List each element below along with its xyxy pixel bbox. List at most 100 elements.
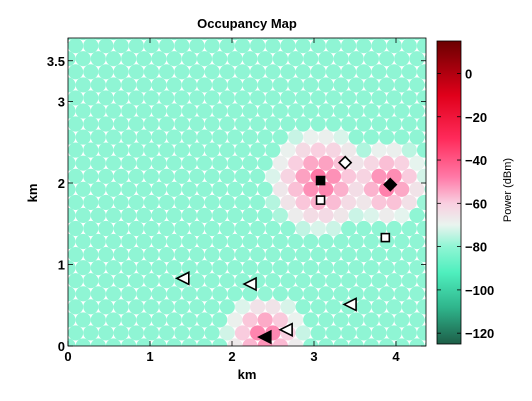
hex-cell bbox=[348, 181, 364, 197]
hex-cell bbox=[363, 103, 379, 119]
hex-cell bbox=[159, 220, 175, 237]
x-tick-label: 0 bbox=[64, 349, 71, 364]
hex-cell bbox=[409, 207, 425, 223]
hex-cell bbox=[363, 286, 379, 302]
hex-cell bbox=[83, 116, 99, 132]
hex-cell bbox=[318, 286, 334, 302]
hex-cell bbox=[234, 194, 251, 210]
hex-cell bbox=[318, 233, 334, 250]
hex-cell bbox=[234, 220, 251, 237]
hex-cell bbox=[83, 38, 99, 54]
hex-cell bbox=[416, 168, 426, 184]
hex-cell bbox=[184, 38, 195, 41]
hex-cell bbox=[348, 312, 364, 328]
hex-cell bbox=[363, 129, 379, 145]
hex-cell bbox=[219, 116, 235, 132]
hex-cell bbox=[303, 51, 319, 67]
hex-cell bbox=[234, 325, 251, 341]
hex-cell bbox=[204, 194, 220, 210]
hex-cell bbox=[333, 233, 349, 250]
hex-cell bbox=[379, 207, 395, 223]
hex-cell bbox=[250, 168, 266, 184]
hex-cell bbox=[341, 168, 357, 184]
hex-cell bbox=[121, 129, 137, 145]
hex-cell bbox=[386, 64, 402, 80]
hex-cell bbox=[242, 312, 258, 328]
hex-cell bbox=[143, 325, 159, 341]
hex-cell bbox=[181, 338, 197, 346]
hex-cell bbox=[219, 247, 235, 263]
hex-cell bbox=[204, 325, 220, 341]
triangle-marker bbox=[175, 271, 190, 286]
hex-cell bbox=[196, 312, 213, 328]
hex-cell bbox=[166, 312, 182, 328]
hex-cell bbox=[318, 103, 334, 119]
hex-cell bbox=[386, 325, 402, 341]
hex-cell bbox=[143, 299, 159, 315]
hex-cell bbox=[280, 273, 296, 289]
hex-cell bbox=[174, 194, 190, 210]
hex-cell bbox=[189, 273, 205, 289]
hex-cell bbox=[295, 116, 311, 132]
hex-cell bbox=[212, 77, 228, 93]
hex-cell bbox=[83, 142, 99, 158]
hex-cell bbox=[333, 338, 349, 346]
hex-cell bbox=[75, 233, 91, 250]
hex-cell bbox=[257, 233, 273, 250]
hex-cell bbox=[166, 338, 182, 346]
hex-cell bbox=[128, 90, 144, 106]
hex-cell bbox=[280, 194, 296, 210]
hex-cell bbox=[325, 273, 342, 289]
hex-cell bbox=[242, 260, 258, 276]
hex-cell bbox=[318, 129, 334, 145]
hex-cell bbox=[204, 168, 220, 184]
hex-cell bbox=[98, 194, 114, 210]
hex-cell bbox=[181, 51, 197, 67]
hex-cell bbox=[288, 77, 304, 93]
hex-cell bbox=[166, 233, 182, 250]
hex-cell bbox=[295, 168, 311, 184]
hex-cell bbox=[325, 299, 342, 315]
hex-cell bbox=[143, 142, 159, 158]
hex-cell bbox=[181, 312, 197, 328]
hex-cell bbox=[401, 220, 417, 237]
hex-cell bbox=[288, 129, 304, 145]
hex-cell bbox=[83, 273, 99, 289]
hex-cell bbox=[341, 64, 357, 80]
hex-cell bbox=[159, 273, 175, 289]
hex-cell bbox=[288, 155, 304, 171]
hex-cell bbox=[371, 64, 387, 80]
hex-cell bbox=[108, 38, 119, 41]
hex-cell bbox=[227, 286, 243, 302]
hex-cell bbox=[143, 116, 159, 132]
hex-cell bbox=[174, 64, 190, 80]
hex-cell bbox=[250, 194, 266, 210]
hex-cell bbox=[303, 260, 319, 276]
hex-cell bbox=[181, 207, 197, 223]
hex-cell bbox=[204, 247, 220, 263]
hex-cell bbox=[105, 103, 122, 119]
hex-cell bbox=[113, 273, 129, 289]
hex-cell bbox=[356, 325, 372, 341]
hex-cell bbox=[68, 103, 76, 119]
hex-cell bbox=[348, 51, 364, 67]
hex-cell bbox=[272, 129, 288, 145]
hex-cell bbox=[371, 220, 387, 237]
hex-cell bbox=[151, 129, 167, 145]
hex-cell bbox=[105, 286, 122, 302]
hex-cell bbox=[128, 220, 144, 237]
hex-cell bbox=[363, 51, 379, 67]
hex-cell bbox=[136, 286, 152, 302]
hex-cell bbox=[272, 181, 288, 197]
y-tick-label: 0 bbox=[58, 339, 65, 354]
hex-cell bbox=[394, 260, 410, 276]
hex-cell bbox=[136, 51, 152, 67]
hex-cell bbox=[166, 155, 182, 171]
hex-cell bbox=[272, 51, 288, 67]
hex-cell bbox=[227, 207, 243, 223]
hex-cell bbox=[318, 51, 334, 67]
hex-cell bbox=[143, 90, 159, 106]
hex-cell bbox=[68, 181, 76, 197]
hex-cell bbox=[318, 338, 334, 346]
